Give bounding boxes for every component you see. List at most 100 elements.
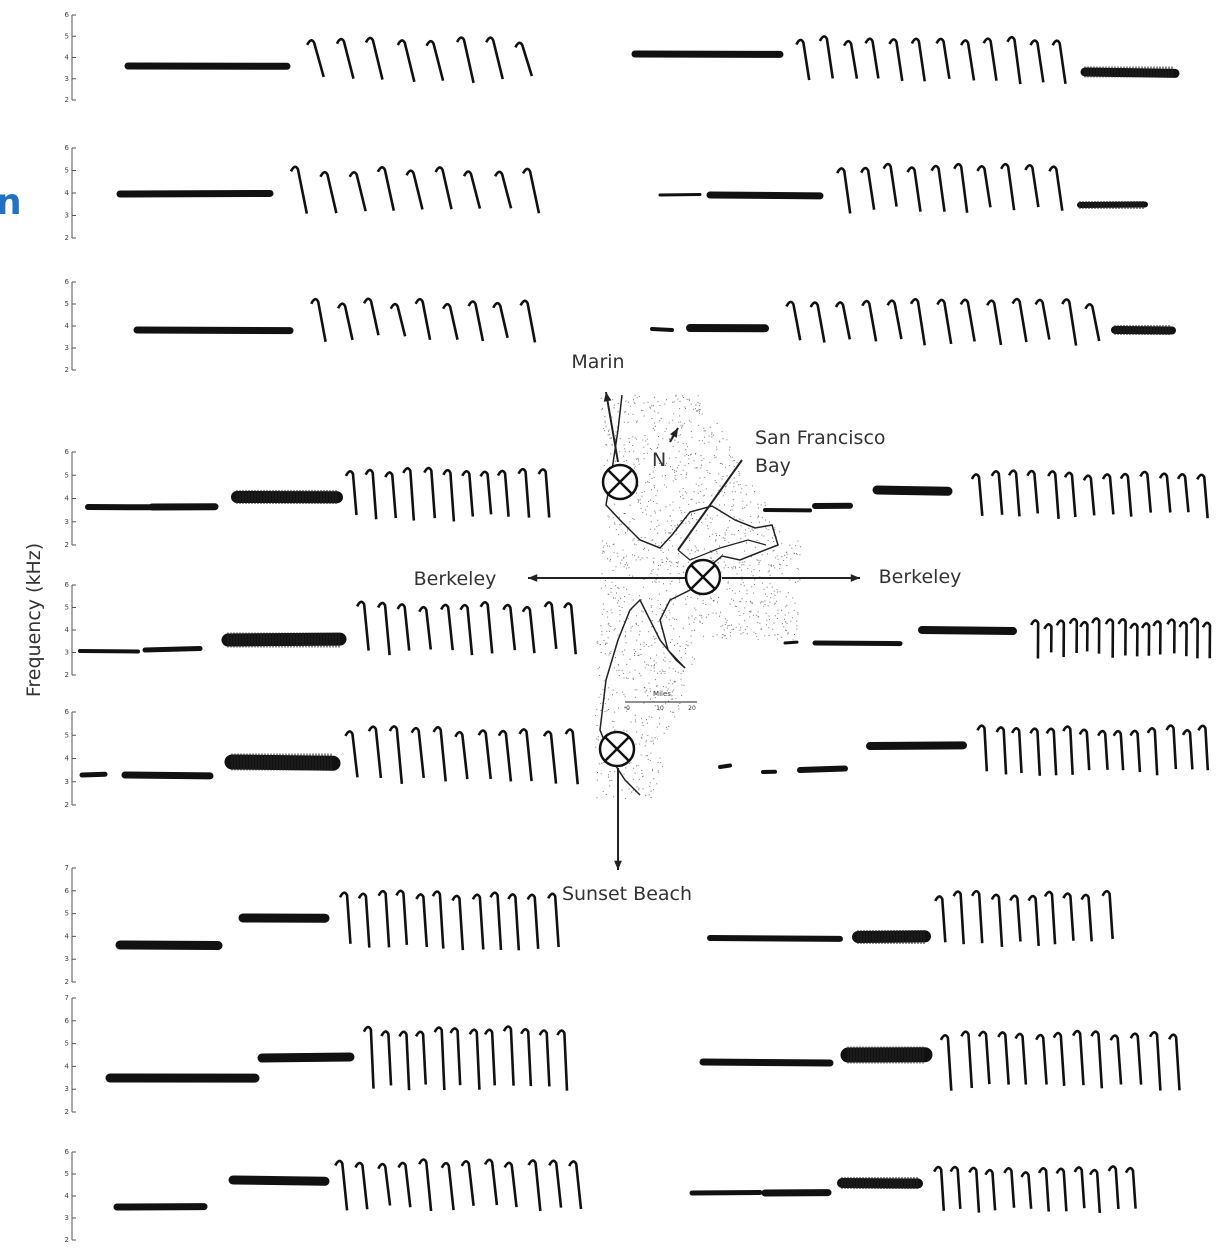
tick-label: 4 xyxy=(65,189,70,197)
tone xyxy=(922,630,1013,631)
trill xyxy=(837,164,1062,213)
scale-tick: 0 xyxy=(626,705,630,712)
tick-label: 4 xyxy=(65,322,70,330)
tick-label: 6 xyxy=(65,887,70,895)
tick-label: 6 xyxy=(65,1017,70,1025)
tick-label: 2 xyxy=(65,801,69,809)
tone xyxy=(710,938,840,939)
tick-label: 5 xyxy=(65,167,69,175)
tick-label: 5 xyxy=(65,1040,69,1048)
tick-label: 2 xyxy=(65,1236,69,1244)
tick-label: 5 xyxy=(65,32,69,40)
tone xyxy=(125,775,210,776)
tone xyxy=(120,193,270,194)
trill xyxy=(935,891,1112,947)
map-label: Sunset Beach xyxy=(562,883,692,905)
tone xyxy=(262,1057,350,1058)
tick-label: 2 xyxy=(65,671,69,679)
tone xyxy=(703,1062,830,1063)
tone xyxy=(145,649,200,650)
tick-label: 6 xyxy=(65,581,70,589)
scale-title: Miles xyxy=(653,690,671,698)
tone xyxy=(800,769,845,770)
tick-label: 5 xyxy=(65,910,69,918)
tone xyxy=(692,1192,760,1193)
tick-label: 3 xyxy=(65,75,69,83)
figure-label: n xyxy=(0,182,22,223)
tone xyxy=(870,745,963,746)
trill xyxy=(291,167,539,214)
tone xyxy=(785,642,797,643)
tick-label: 4 xyxy=(65,1192,70,1200)
trill xyxy=(786,299,1099,346)
map-label: Berkeley xyxy=(414,568,497,590)
trill xyxy=(346,468,549,522)
trill xyxy=(307,38,532,83)
tone xyxy=(233,1180,325,1181)
tick-label: 2 xyxy=(65,96,69,104)
y-axis-label: Frequency (kHz) xyxy=(23,543,45,697)
trill xyxy=(357,602,576,655)
tick-label: 5 xyxy=(65,604,69,612)
arrow-head xyxy=(614,861,622,870)
tick-label: 3 xyxy=(65,649,69,657)
map-label: Marin xyxy=(571,351,624,373)
map xyxy=(528,392,860,870)
map-label: Bay xyxy=(755,455,791,477)
trill xyxy=(1031,618,1210,658)
trill xyxy=(796,36,1065,84)
map-labels: Marin N San Francisco Bay Berkeley Berke… xyxy=(414,351,962,905)
scale-tick: 20 xyxy=(688,705,696,712)
map-label: N xyxy=(652,449,666,471)
tone xyxy=(710,195,820,196)
tick-label: 5 xyxy=(65,300,69,308)
tone xyxy=(842,1183,918,1184)
trill xyxy=(340,891,559,950)
trill xyxy=(934,1166,1135,1213)
tick-label: 3 xyxy=(65,518,69,526)
figure: n Frequency (kHz) 2 3 4 5 6 2 3 4 5 6 2 3 4 5 6 2 3 4 5 6 2 3… xyxy=(0,0,1221,1253)
trill xyxy=(345,726,577,784)
tick-label: 6 xyxy=(65,278,70,286)
scale-tick: 10 xyxy=(656,705,664,712)
tick-label: 4 xyxy=(65,54,70,62)
tone xyxy=(877,490,948,491)
map-label: Berkeley xyxy=(879,566,962,588)
tick-label: 5 xyxy=(65,731,69,739)
arrow-head xyxy=(851,574,860,582)
tick-label: 4 xyxy=(65,932,70,940)
spectrograms: 2345623456234562345623456234562345672345… xyxy=(65,11,1210,1244)
tick-label: 7 xyxy=(65,994,69,1002)
trill xyxy=(941,1031,1180,1091)
tone xyxy=(228,639,340,640)
tick-label: 4 xyxy=(65,755,70,763)
tone xyxy=(652,329,672,330)
trill xyxy=(335,1160,581,1211)
tone xyxy=(720,766,730,767)
tick-label: 3 xyxy=(65,955,69,963)
tick-label: 3 xyxy=(65,1214,69,1222)
tick-label: 4 xyxy=(65,626,70,634)
arrow-line xyxy=(606,392,618,462)
trill xyxy=(977,726,1207,776)
tick-label: 6 xyxy=(65,708,70,716)
tick-label: 6 xyxy=(65,1148,70,1156)
tick-label: 6 xyxy=(65,448,70,456)
tick-label: 3 xyxy=(65,344,69,352)
trill xyxy=(972,471,1208,519)
tick-label: 5 xyxy=(65,1170,69,1178)
tick-label: 6 xyxy=(65,11,70,19)
tick-label: 2 xyxy=(65,366,69,374)
tick-label: 5 xyxy=(65,471,69,479)
tick-label: 2 xyxy=(65,541,69,549)
tick-label: 3 xyxy=(65,778,69,786)
tick-label: 2 xyxy=(65,978,69,986)
map-label: San Francisco xyxy=(755,427,886,449)
tick-label: 7 xyxy=(65,864,69,872)
tone xyxy=(137,330,290,331)
tone xyxy=(815,643,900,644)
tick-label: 3 xyxy=(65,1085,69,1093)
arrow-head xyxy=(528,574,537,582)
trill xyxy=(311,299,535,343)
tick-label: 2 xyxy=(65,234,69,242)
